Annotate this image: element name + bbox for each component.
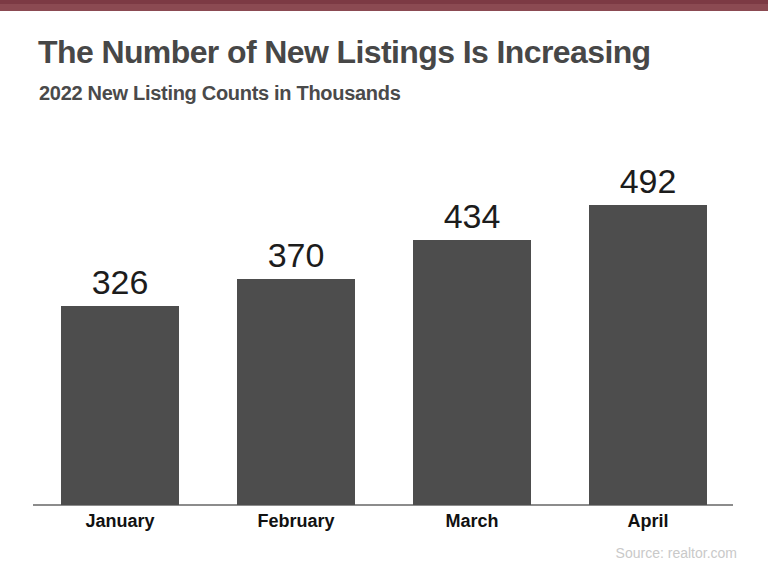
source-attribution: Source: realtor.com (616, 545, 737, 561)
x-axis-label: April (589, 511, 707, 532)
x-axis-label: January (61, 511, 179, 532)
bar (413, 240, 531, 505)
bar (237, 279, 355, 505)
bar-group: 326 (61, 265, 179, 505)
bar (589, 205, 707, 505)
infographic-page: The Number of New Listings Is Increasing… (0, 0, 768, 576)
bar-group: 492 (589, 164, 707, 505)
bar-value-label: 370 (268, 238, 325, 272)
bar-value-label: 434 (444, 199, 501, 233)
x-axis-label: March (413, 511, 531, 532)
bar-chart: 326 January 370 February 434 March 492 April (0, 0, 768, 576)
x-axis-label: February (237, 511, 355, 532)
bar-value-label: 492 (620, 164, 677, 198)
bar (61, 306, 179, 505)
bar-value-label: 326 (92, 265, 149, 299)
bar-group: 434 (413, 199, 531, 505)
bar-group: 370 (237, 238, 355, 505)
